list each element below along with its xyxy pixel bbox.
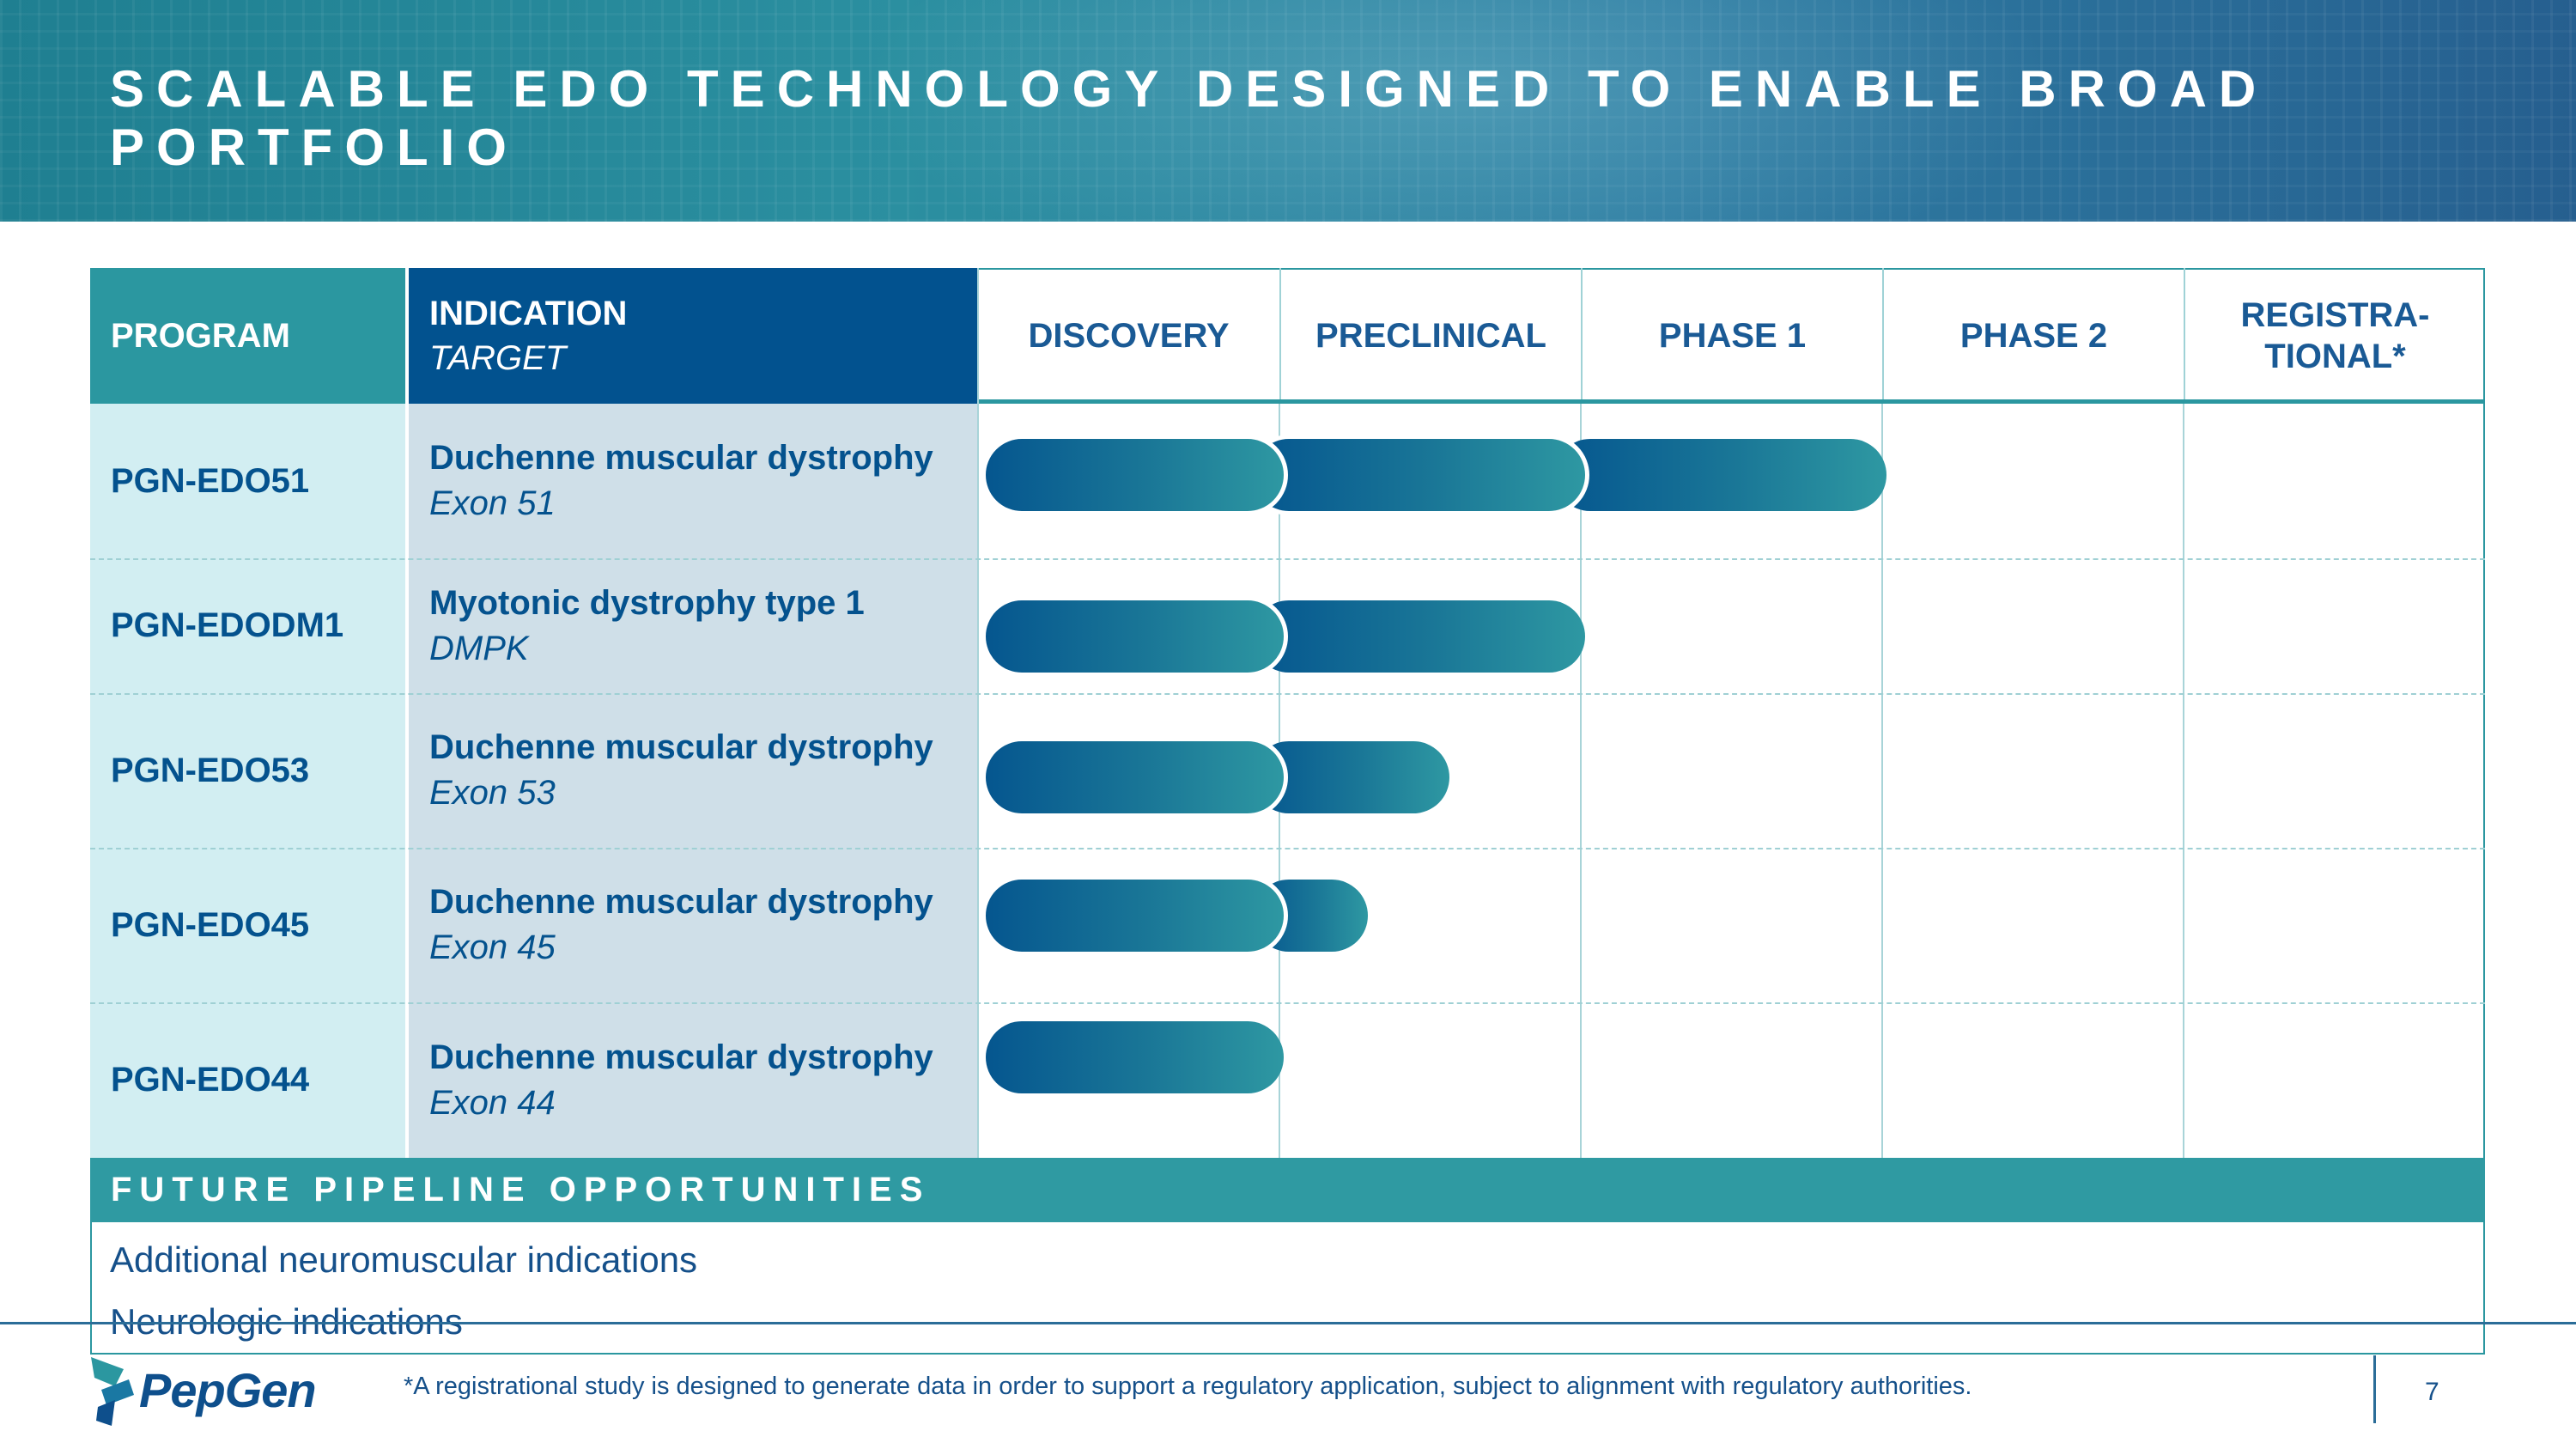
- grid-line: [2183, 404, 2184, 1158]
- indication-target: Exon 53: [429, 774, 556, 812]
- pepgen-logo: PepGen: [89, 1355, 338, 1428]
- page-number: 7: [2425, 1378, 2439, 1406]
- footer-rule: [0, 1322, 2576, 1324]
- progress-bar-segment: [981, 596, 1288, 677]
- page-title: SCALABLE EDO TECHNOLOGY DESIGNED TO ENAB…: [110, 60, 2269, 176]
- future-item: Neurologic indications: [110, 1301, 463, 1342]
- footnote: *A registrational study is designed to g…: [404, 1373, 1972, 1400]
- indication-cell: Myotonic dystrophy type 1 DMPK: [405, 558, 978, 693]
- header-stage-phase2: PHASE 2: [1882, 268, 2184, 404]
- row-divider: [90, 693, 2485, 695]
- header-stage-phase1: PHASE 1: [1581, 268, 1882, 404]
- indication-target: Exon 51: [429, 484, 556, 522]
- program-cell: PGN-EDODM1: [90, 558, 405, 693]
- progress-bar-segment: [986, 1021, 1284, 1093]
- program-cell: PGN-EDO44: [90, 1002, 405, 1158]
- row-divider: [90, 848, 2485, 849]
- indication-name: Duchenne muscular dystrophy: [429, 439, 933, 477]
- header-indication: INDICATION TARGET: [405, 268, 978, 404]
- banner-glow: [859, 0, 2061, 222]
- stage-label: PRECLINICAL: [1315, 317, 1546, 355]
- progress-bar-segment: [981, 435, 1288, 515]
- indication-name: Duchenne muscular dystrophy: [429, 883, 933, 921]
- logo-text: PepGen: [139, 1363, 317, 1417]
- indication-target: DMPK: [429, 629, 529, 667]
- stage-label: DISCOVERY: [1028, 317, 1230, 355]
- program-cell: PGN-EDO51: [90, 404, 405, 558]
- stage-label: PHASE 1: [1658, 317, 1807, 355]
- indication-cell: Duchenne muscular dystrophy Exon 44: [405, 1002, 978, 1158]
- indication-cell: Duchenne muscular dystrophy Exon 45: [405, 848, 978, 1002]
- progress-bar-segment: [981, 737, 1288, 818]
- indication-cell: Duchenne muscular dystrophy Exon 51: [405, 404, 978, 558]
- progress-bar-segment: [1253, 600, 1585, 673]
- indication-target: Exon 44: [429, 1083, 556, 1122]
- header-underline: [978, 399, 2485, 404]
- future-pipeline-heading: FUTURE PIPELINE OPPORTUNITIES: [90, 1158, 2485, 1222]
- header-indication-label: INDICATION: [429, 295, 628, 332]
- title-banner: SCALABLE EDO TECHNOLOGY DESIGNED TO ENAB…: [0, 0, 2576, 222]
- header-stage-preclinical: PRECLINICAL: [1279, 268, 1581, 404]
- row-divider: [90, 558, 2485, 560]
- grid-line: [1580, 404, 1582, 1158]
- grid-line: [1881, 404, 1883, 1158]
- indication-name: Myotonic dystrophy type 1: [429, 583, 865, 622]
- program-cell: PGN-EDO53: [90, 693, 405, 848]
- row-divider: [90, 1002, 2485, 1004]
- grid-line: [977, 268, 979, 1158]
- program-cell: PGN-EDO45: [90, 848, 405, 1002]
- future-item: Additional neuromuscular indications: [110, 1239, 698, 1280]
- header-stage-registrational: REGISTRA- TIONAL*: [2184, 268, 2485, 404]
- header-program: PROGRAM: [90, 268, 405, 404]
- stage-label: REGISTRA- TIONAL*: [2240, 296, 2430, 375]
- banner-texture: [0, 0, 2576, 222]
- logo-mark-icon: [91, 1357, 134, 1426]
- footer-divider: [2373, 1355, 2376, 1423]
- header-stage-discovery: DISCOVERY: [978, 268, 1279, 404]
- header-target-label: TARGET: [429, 339, 567, 377]
- progress-bar-segment: [981, 875, 1288, 956]
- indication-name: Duchenne muscular dystrophy: [429, 1038, 933, 1076]
- indication-cell: Duchenne muscular dystrophy Exon 53: [405, 693, 978, 848]
- progress-bar-segment: [1554, 439, 1886, 511]
- indication-name: Duchenne muscular dystrophy: [429, 728, 933, 766]
- progress-bar-segment: [1249, 435, 1589, 515]
- stage-label: PHASE 2: [1959, 317, 2108, 355]
- indication-target: Exon 45: [429, 928, 556, 966]
- header-program-label: PROGRAM: [111, 316, 290, 355]
